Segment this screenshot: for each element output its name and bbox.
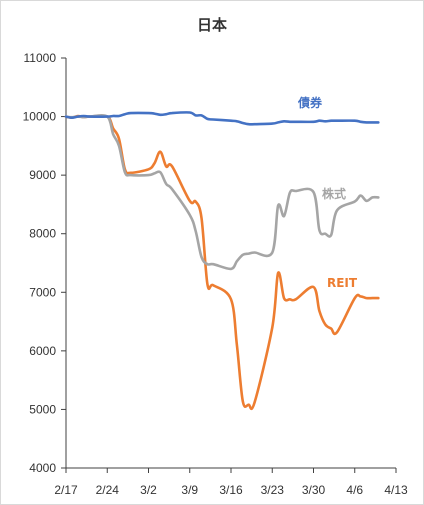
reit-series-line	[64, 114, 380, 411]
y-tick-label: 4000	[29, 461, 56, 475]
y-tick-label: 10000	[23, 110, 57, 124]
bond-series-line	[64, 111, 380, 126]
equity-series-label: 株式	[322, 186, 346, 201]
y-tick-label: 11000	[24, 51, 57, 65]
x-tick-label: 3/16	[219, 483, 243, 497]
y-tick-label: 6000	[29, 344, 56, 358]
x-tick-label: 3/9	[181, 483, 198, 497]
bond-series-label: 債券	[297, 95, 323, 110]
x-tick-label: 4/13	[384, 483, 408, 497]
reit-series-label: REIT	[327, 276, 358, 290]
x-tick-label: 3/23	[261, 483, 285, 497]
x-tick-label: 4/6	[346, 483, 363, 497]
equity-series-line	[64, 113, 380, 271]
y-tick-label: 5000	[29, 402, 56, 416]
x-tick-label: 2/24	[96, 483, 120, 497]
y-tick-label: 8000	[29, 227, 56, 241]
chart-title: 日本	[196, 16, 227, 34]
x-tick-label: 2/17	[54, 483, 78, 497]
y-tick-label: 9000	[29, 168, 56, 182]
y-tick-label: 7000	[29, 285, 56, 299]
x-tick-label: 3/30	[302, 483, 326, 497]
x-tick-label: 3/2	[140, 483, 157, 497]
